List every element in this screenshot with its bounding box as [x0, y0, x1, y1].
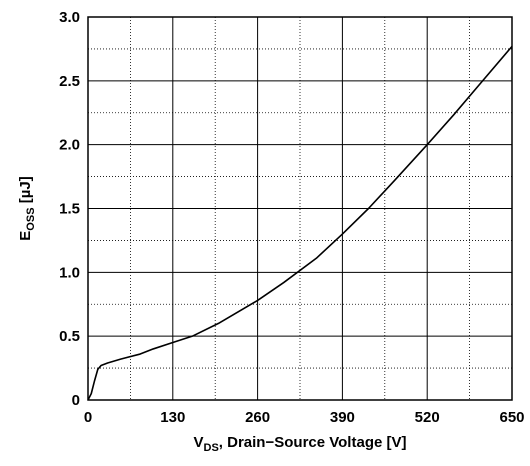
x-axis-label-main: V [194, 434, 204, 451]
x-tick-label: 390 [330, 409, 355, 426]
y-axis-label: EOSS [µJ] [17, 176, 37, 240]
major-grid [88, 17, 512, 400]
y-tick-label: 3.0 [59, 9, 80, 26]
x-axis-label-sub: DS [204, 442, 219, 454]
x-tick-label: 520 [415, 409, 440, 426]
x-tick-label: 130 [160, 409, 185, 426]
x-tick-label: 650 [499, 409, 524, 426]
series-line [87, 45, 513, 401]
y-tick-labels: 0 0.5 1.0 1.5 2.0 2.5 3.0 [59, 9, 80, 409]
y-tick-label: 1.5 [59, 201, 80, 218]
y-axis-label-rest: [µJ] [17, 176, 34, 207]
y-tick-label: 1.0 [59, 264, 80, 281]
x-tick-labels: 0 130 260 390 520 650 [84, 409, 525, 426]
y-tick-label: 2.0 [59, 137, 80, 154]
x-axis-label-rest: , Drain−Source Voltage [V] [219, 434, 407, 451]
series-layer [87, 45, 513, 401]
x-axis-label: VDS, Drain−Source Voltage [V] [194, 434, 407, 454]
y-tick-label: 0 [72, 392, 80, 409]
x-tick-label: 0 [84, 409, 92, 426]
plot-frame [87, 16, 513, 401]
y-axis-label-main: E [17, 231, 34, 241]
y-axis-label-sub: OSS [25, 207, 37, 230]
y-tick-label: 0.5 [59, 328, 80, 345]
x-tick-label: 260 [245, 409, 270, 426]
y-tick-label: 2.5 [59, 73, 80, 90]
